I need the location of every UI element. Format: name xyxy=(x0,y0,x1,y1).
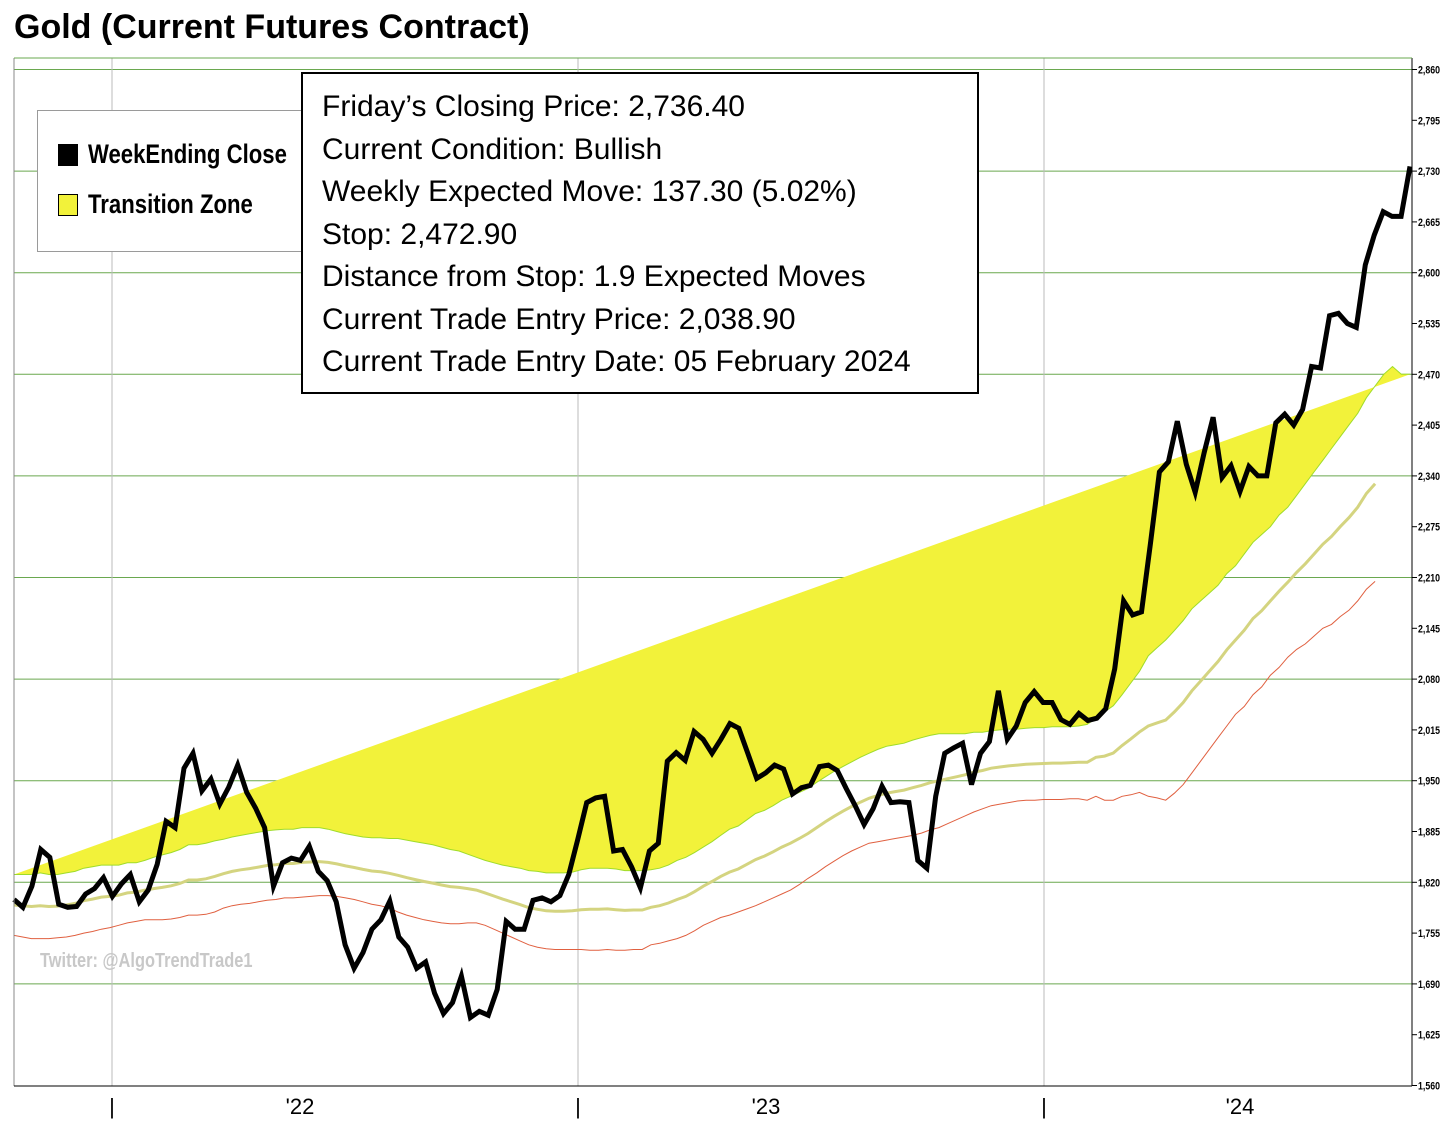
y-tick-label: 1,820 xyxy=(1418,877,1440,889)
x-tick-label: '24 xyxy=(1226,1094,1255,1119)
transition-zone-layer xyxy=(13,365,1410,951)
info-distance-from-stop: Distance from Stop: 1.9 Expected Moves xyxy=(322,260,866,293)
watermark: Twitter: @AlgoTrendTrade1 xyxy=(40,950,253,972)
info-expected-move: Weekly Expected Move: 137.30 (5.02%) xyxy=(322,175,857,208)
legend-swatch-yellow xyxy=(58,193,78,216)
transition-zone-midline xyxy=(13,482,1377,913)
y-tick-label: 2,405 xyxy=(1418,420,1440,432)
chart-title: Gold (Current Futures Contract) xyxy=(14,8,530,46)
info-box: Friday’s Closing Price: 2,736.40 Current… xyxy=(301,72,979,394)
legend-label: WeekEnding Close xyxy=(88,139,287,169)
info-entry-price: Current Trade Entry Price: 2,038.90 xyxy=(322,302,796,336)
axis-layer: 1,560 1,625 1,690 1,755 1,820 1,885 1,950 2,015… xyxy=(13,57,1440,1119)
y-tick-label: 2,015 xyxy=(1418,725,1440,737)
legend-item-weekending-close: WeekEnding Close xyxy=(58,139,331,170)
y-tick-label: 1,690 xyxy=(1418,979,1440,991)
y-tick-label: 1,755 xyxy=(1418,928,1440,940)
x-tick-label: | xyxy=(575,1094,581,1119)
y-tick-label: 1,885 xyxy=(1418,827,1440,839)
y-tick-label: 1,950 xyxy=(1418,776,1440,788)
y-tick-label: 2,600 xyxy=(1418,268,1440,280)
y-tick-label: 2,145 xyxy=(1418,623,1440,635)
y-tick-label: 2,730 xyxy=(1418,166,1440,178)
y-tick-label: 2,080 xyxy=(1418,674,1440,686)
y-tick-label: 2,795 xyxy=(1418,115,1440,127)
y-tick-label: 2,470 xyxy=(1418,369,1440,381)
y-tick-label: 2,535 xyxy=(1418,319,1440,331)
info-stop: Stop: 2,472.90 xyxy=(322,217,518,251)
y-tick-label: 1,625 xyxy=(1418,1030,1440,1042)
x-tick-label: '22 xyxy=(286,1094,315,1119)
x-tick-label: '23 xyxy=(752,1094,781,1119)
y-tick-label: 1,560 xyxy=(1418,1081,1440,1093)
y-tick-label: 2,340 xyxy=(1418,471,1440,483)
x-tick-label: | xyxy=(109,1094,115,1119)
transition-zone-upper-edge xyxy=(14,365,1410,875)
weekending-close-line xyxy=(12,165,1413,1022)
price-line-layer xyxy=(12,165,1413,1022)
info-current-condition: Current Condition: Bullish xyxy=(322,132,663,166)
y-tick-label: 2,665 xyxy=(1418,217,1440,229)
y-tick-label: 2,210 xyxy=(1418,573,1440,585)
y-tick-label: 2,860 xyxy=(1418,65,1440,77)
info-entry-date: Current Trade Entry Date: 05 February 20… xyxy=(322,345,911,378)
y-tick-label: 2,275 xyxy=(1418,522,1440,534)
legend-item-transition-zone: Transition Zone xyxy=(58,189,289,220)
legend-label: Transition Zone xyxy=(88,189,253,219)
x-tick-label: | xyxy=(1041,1094,1047,1119)
transition-zone-lower-edge xyxy=(13,581,1376,951)
info-closing-price: Friday’s Closing Price: 2,736.40 xyxy=(322,90,745,123)
transition-zone-band xyxy=(14,366,1410,875)
legend-swatch-black xyxy=(58,143,78,166)
legend: WeekEnding Close Transition Zone xyxy=(37,110,329,252)
